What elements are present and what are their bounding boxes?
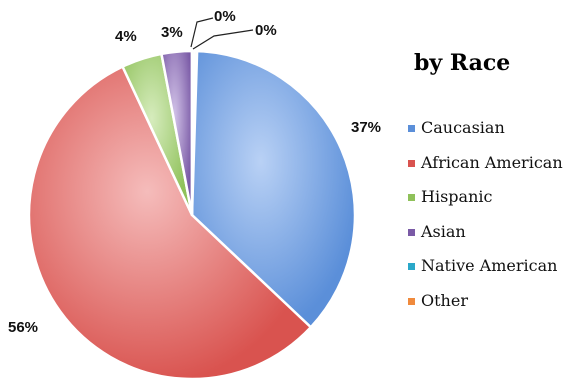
legend-swatch-asian bbox=[408, 228, 415, 236]
legend-label: Other bbox=[421, 290, 468, 310]
pie-slice-other bbox=[190, 49, 199, 217]
legend-swatch-african-american bbox=[408, 159, 415, 167]
leader-line-other bbox=[192, 29, 254, 50]
legend: Caucasian African American Hispanic Asia… bbox=[408, 118, 563, 326]
legend-item-african-american: African American bbox=[408, 153, 563, 188]
leader-line-native-american bbox=[190, 17, 214, 48]
chart-title: by Race bbox=[414, 50, 511, 76]
legend-label: Native American bbox=[421, 256, 558, 276]
legend-swatch-caucasian bbox=[408, 125, 415, 132]
data-label-african-american: 56% bbox=[8, 319, 39, 336]
legend-label: Asian bbox=[421, 221, 466, 241]
data-label-other: 0% bbox=[255, 22, 277, 39]
legend-item-other: Other bbox=[408, 291, 563, 326]
data-label-caucasian: 37% bbox=[351, 119, 382, 136]
legend-label: Caucasian bbox=[421, 118, 505, 137]
data-label-native-american: 0% bbox=[214, 8, 236, 25]
data-label-asian: 3% bbox=[161, 24, 183, 41]
legend-swatch-hispanic bbox=[408, 194, 415, 202]
legend-swatch-native-american bbox=[408, 263, 415, 271]
legend-item-native-american: Native American bbox=[408, 256, 563, 291]
legend-label: Hispanic bbox=[421, 187, 493, 207]
pie-slice-african-american bbox=[27, 65, 313, 379]
pie-slice-caucasian bbox=[190, 49, 357, 329]
legend-swatch-other bbox=[408, 297, 415, 305]
legend-item-hispanic: Hispanic bbox=[408, 187, 563, 222]
leader-lines bbox=[190, 17, 254, 50]
data-label-hispanic: 4% bbox=[115, 28, 137, 45]
legend-item-caucasian: Caucasian bbox=[408, 118, 563, 153]
pie-slices bbox=[27, 49, 357, 379]
legend-item-asian: Asian bbox=[408, 222, 563, 257]
legend-label: African American bbox=[421, 152, 563, 172]
